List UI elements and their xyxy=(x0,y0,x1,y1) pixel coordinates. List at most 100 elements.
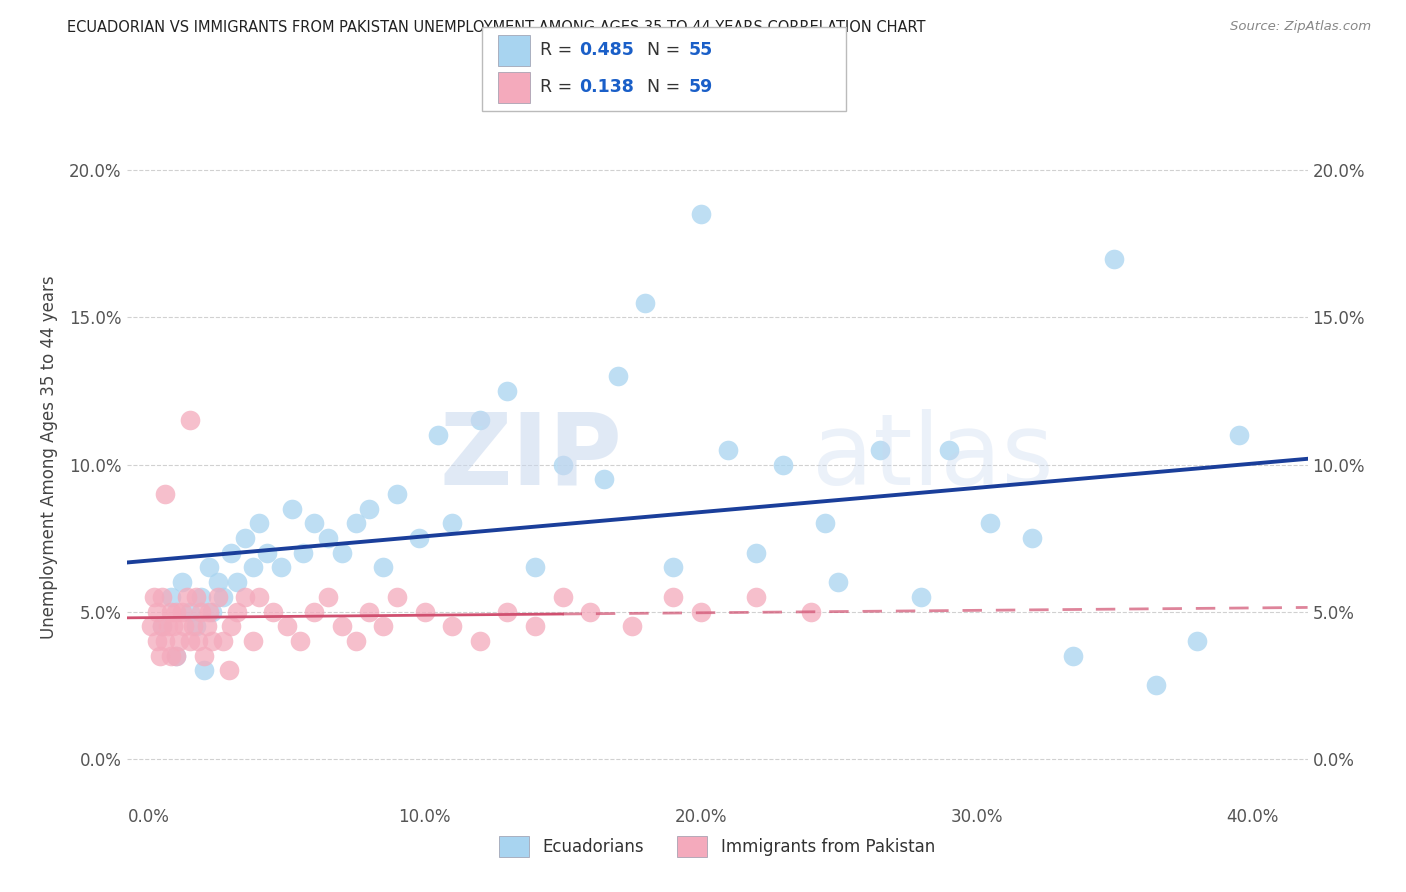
Point xyxy=(523,619,546,633)
Point xyxy=(385,590,408,604)
Point xyxy=(198,605,221,619)
Point xyxy=(146,605,169,619)
Point xyxy=(207,590,229,604)
Point xyxy=(179,605,201,619)
Point xyxy=(159,605,181,619)
Point xyxy=(1227,428,1250,442)
Text: 0.138: 0.138 xyxy=(579,78,634,96)
Point xyxy=(689,207,711,221)
Point xyxy=(523,560,546,574)
Point xyxy=(218,664,240,678)
Point xyxy=(373,619,395,633)
Text: R =: R = xyxy=(540,41,578,59)
Point xyxy=(316,531,339,545)
Point xyxy=(233,531,256,545)
Text: ECUADORIAN VS IMMIGRANTS FROM PAKISTAN UNEMPLOYMENT AMONG AGES 35 TO 44 YEARS CO: ECUADORIAN VS IMMIGRANTS FROM PAKISTAN U… xyxy=(67,20,927,35)
Point xyxy=(330,546,353,560)
Point xyxy=(468,413,491,427)
Point xyxy=(159,590,181,604)
Point xyxy=(744,590,766,604)
Point xyxy=(195,619,218,633)
Point xyxy=(413,605,436,619)
Point xyxy=(551,590,574,604)
Point xyxy=(620,619,643,633)
Point xyxy=(1021,531,1043,545)
Point xyxy=(1104,252,1126,266)
Point xyxy=(167,634,190,648)
Point xyxy=(201,634,224,648)
Point xyxy=(869,442,891,457)
Point xyxy=(1185,634,1208,648)
Point xyxy=(827,575,849,590)
Point xyxy=(344,516,367,531)
Point xyxy=(427,428,450,442)
Point xyxy=(165,605,187,619)
Point xyxy=(496,605,519,619)
Point xyxy=(193,648,215,663)
Legend: Ecuadorians, Immigrants from Pakistan: Ecuadorians, Immigrants from Pakistan xyxy=(492,829,942,863)
Point xyxy=(159,648,181,663)
Point xyxy=(1144,678,1167,692)
Point xyxy=(226,575,249,590)
Point xyxy=(441,619,464,633)
Text: Source: ZipAtlas.com: Source: ZipAtlas.com xyxy=(1230,20,1371,33)
Point xyxy=(242,634,264,648)
Point xyxy=(662,590,685,604)
Point xyxy=(910,590,932,604)
Point xyxy=(256,546,278,560)
Point xyxy=(207,575,229,590)
Text: ZIP: ZIP xyxy=(440,409,623,506)
Point xyxy=(212,590,235,604)
Text: R =: R = xyxy=(540,78,578,96)
Point xyxy=(408,531,430,545)
Point xyxy=(176,590,198,604)
Point xyxy=(212,634,235,648)
Point xyxy=(221,546,243,560)
Point xyxy=(551,458,574,472)
Point xyxy=(179,634,201,648)
Point xyxy=(226,605,249,619)
Text: 0.485: 0.485 xyxy=(579,41,634,59)
Text: atlas: atlas xyxy=(811,409,1053,506)
Point xyxy=(290,634,312,648)
Point xyxy=(181,619,204,633)
Point xyxy=(193,664,215,678)
Point xyxy=(190,605,212,619)
Point xyxy=(153,634,176,648)
Point xyxy=(579,605,602,619)
Point xyxy=(149,648,172,663)
Point xyxy=(247,590,270,604)
Point xyxy=(201,605,224,619)
Point xyxy=(143,590,166,604)
Point xyxy=(242,560,264,574)
Point xyxy=(814,516,837,531)
Point xyxy=(152,619,174,633)
Point xyxy=(170,575,193,590)
Point xyxy=(270,560,292,574)
Point xyxy=(359,501,381,516)
Point xyxy=(772,458,794,472)
Text: 55: 55 xyxy=(689,41,713,59)
Point xyxy=(152,590,174,604)
Point xyxy=(281,501,304,516)
Point xyxy=(385,487,408,501)
Point xyxy=(373,560,395,574)
Point xyxy=(162,619,184,633)
Point xyxy=(173,619,195,633)
Point xyxy=(292,546,315,560)
Point xyxy=(233,590,256,604)
Point xyxy=(302,516,325,531)
Point xyxy=(179,413,201,427)
Point xyxy=(330,619,353,633)
Point xyxy=(979,516,1001,531)
Point xyxy=(316,590,339,604)
Point xyxy=(593,472,616,486)
Text: N =: N = xyxy=(636,41,685,59)
Point xyxy=(190,590,212,604)
Y-axis label: Unemployment Among Ages 35 to 44 years: Unemployment Among Ages 35 to 44 years xyxy=(39,276,58,639)
Point xyxy=(634,295,657,310)
Point xyxy=(187,634,209,648)
Point xyxy=(441,516,464,531)
Point xyxy=(1062,648,1084,663)
Point xyxy=(800,605,823,619)
